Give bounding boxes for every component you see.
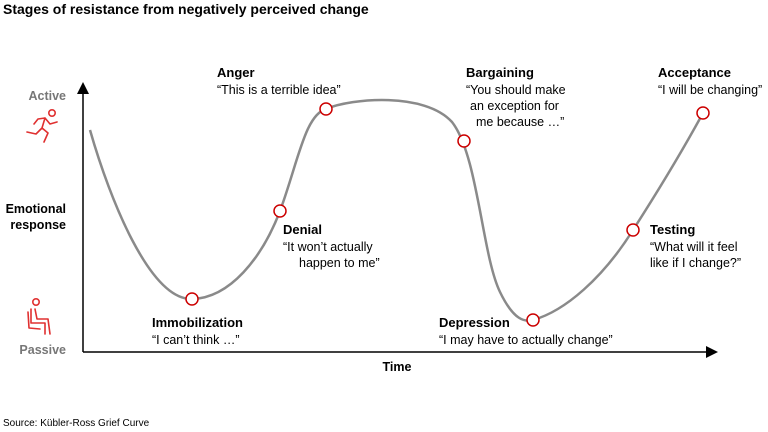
marker-bargaining	[457, 134, 471, 148]
marker-depression	[526, 313, 540, 327]
source-note: Source: Kübler-Ross Grief Curve	[3, 418, 150, 429]
stage-depression-quote: “I may have to actually change”	[439, 333, 613, 347]
diagram-title: Stages of resistance from negatively per…	[3, 1, 369, 17]
marker-denial	[273, 204, 287, 218]
active-label: Active	[28, 89, 66, 103]
stage-testing-name: Testing	[650, 222, 695, 237]
marker-immobilization	[185, 292, 199, 306]
marker-anger	[319, 102, 333, 116]
marker-testing	[626, 223, 640, 237]
stage-acceptance-quote: “I will be changing”	[658, 83, 762, 97]
marker-acceptance	[696, 106, 710, 120]
stage-acceptance-name: Acceptance	[658, 65, 731, 80]
stage-testing-quote-1: “What will it feel	[650, 240, 738, 254]
stage-denial-name: Denial	[283, 222, 322, 237]
y-axis-label-line2: response	[10, 218, 66, 232]
stage-anger-name: Anger	[217, 65, 255, 80]
stage-anger-quote: “This is a terrible idea”	[217, 83, 341, 97]
x-axis-label: Time	[383, 360, 412, 374]
stage-immobilization-name: Immobilization	[152, 315, 243, 330]
stage-immobilization-quote: “I can’t think …”	[152, 333, 240, 347]
stage-denial-quote-2: happen to me”	[299, 256, 380, 270]
stage-bargaining-quote-3: me because …”	[476, 115, 564, 129]
stage-denial-quote-1: “It won’t actually	[283, 240, 373, 254]
stage-bargaining-name: Bargaining	[466, 65, 534, 80]
running-person-icon	[26, 109, 58, 143]
stage-testing-quote-2: like if I change?”	[650, 256, 741, 270]
passive-label: Passive	[19, 343, 66, 357]
stage-bargaining-quote-2: an exception for	[470, 99, 559, 113]
stage-bargaining-quote-1: “You should make	[466, 83, 566, 97]
emotional-response-curve	[88, 98, 705, 322]
stage-depression-name: Depression	[439, 315, 510, 330]
seated-person-icon	[27, 297, 51, 335]
y-axis-label-line1: Emotional	[6, 202, 66, 216]
